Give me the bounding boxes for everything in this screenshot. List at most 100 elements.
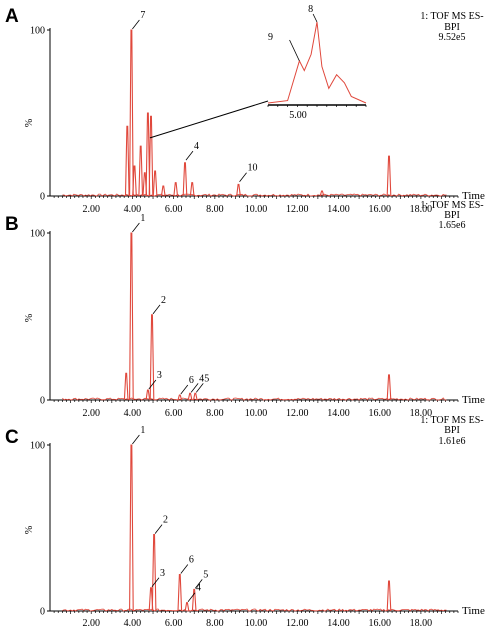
info-line-3: 9.52e5: [439, 32, 466, 43]
peak-label-leader: [185, 150, 194, 161]
peak-15: [386, 155, 392, 197]
x-tick-label: 14.00: [327, 204, 350, 215]
peak-label-7: 7: [140, 10, 145, 21]
y-tick-label: 100: [30, 26, 45, 37]
x-tick-label: 14.00: [327, 408, 350, 419]
peak-label-2: 2: [161, 295, 166, 306]
baseline-trace: [62, 608, 447, 612]
inset-trace: [267, 21, 367, 104]
peak-label-3: 3: [157, 370, 162, 381]
peak-12: [189, 182, 195, 197]
info-line-3: 1.61e6: [439, 436, 466, 447]
peak-label-4: 4: [199, 373, 204, 384]
info-line-1: 1: TOF MS ES-: [420, 11, 483, 22]
peak-label-leader: [239, 172, 247, 182]
x-tick-label: 14.00: [327, 618, 350, 629]
peak-9: [160, 185, 166, 197]
peak-label-leader: [195, 383, 204, 393]
peak-label-6: 6: [189, 554, 194, 565]
inset-peak-label-9: 9: [268, 32, 273, 43]
y-axis-label: %: [24, 526, 35, 534]
x-tick-label: 6.00: [165, 204, 183, 215]
x-tick-label: 16.00: [368, 618, 391, 629]
info-line-1: 1: TOF MS ES-: [420, 415, 483, 426]
x-tick-label: 10.00: [245, 408, 268, 419]
peak-label-2: 2: [163, 515, 168, 526]
y-tick-label: 100: [30, 229, 45, 240]
peak-label-4: 4: [196, 583, 201, 594]
peak-label-leader: [180, 564, 189, 574]
peak-5: [184, 602, 190, 612]
y-tick-label: 100: [30, 441, 45, 452]
x-tick-label: 4.00: [124, 618, 142, 629]
chart-panel-c: C 0 100% 2.00 4.00 6.00 8.00 10.00 12.00 14.00 16.…: [5, 415, 485, 629]
peak-1: [129, 444, 134, 612]
peak-6: [191, 588, 197, 612]
inset-x-label: 5.00: [289, 110, 307, 121]
peak-label-leader: [187, 592, 196, 602]
y-axis-label: %: [24, 314, 35, 322]
x-tick-label: 12.00: [286, 408, 309, 419]
x-tick-label: 16.00: [368, 204, 391, 215]
peak-label-leader: [132, 222, 140, 233]
peak-11: [182, 162, 188, 197]
y-tick-label: 0: [40, 396, 45, 407]
x-tick-label: 18.00: [410, 618, 433, 629]
peak-label-5: 5: [204, 373, 209, 384]
peak-8: [386, 374, 392, 401]
x-tick-label: 2.00: [82, 618, 100, 629]
peak-3: [132, 165, 137, 197]
peak-7: [386, 580, 392, 612]
x-tick-label: 2.00: [82, 408, 100, 419]
panel-label: A: [5, 6, 19, 27]
peak-1: [124, 125, 130, 197]
x-tick-label: 6.00: [165, 408, 183, 419]
peak-10: [173, 182, 179, 197]
x-tick-label: 12.00: [286, 618, 309, 629]
x-tick-label: 16.00: [368, 408, 391, 419]
peak-label-4: 4: [194, 141, 199, 152]
x-tick-label: 18.00: [410, 204, 433, 215]
peak-4: [149, 314, 155, 401]
peak-3: [145, 389, 151, 401]
x-tick-label: 2.00: [82, 204, 100, 215]
inset-peak-label-8: 8: [308, 4, 313, 15]
y-tick-label: 0: [40, 192, 45, 203]
info-line-2: BPI: [444, 210, 460, 221]
peak-2: [129, 232, 134, 401]
x-axis-label: Time: [462, 190, 485, 202]
peak-7: [192, 392, 198, 401]
peak-label-leader: [152, 304, 161, 315]
chart-panel-a: A 0 100% 2.00 4.00 6.00 8.00 10.00 12.00 14.00 16.…: [5, 4, 485, 215]
peak-label-leader: [194, 579, 203, 589]
x-tick-label: 4.00: [124, 204, 142, 215]
y-axis-label: %: [24, 119, 35, 127]
x-tick-label: 8.00: [206, 408, 224, 419]
inset-zoom: 5.00 8 9: [149, 4, 367, 139]
peak-label-leader: [154, 524, 163, 534]
inset-leader-8: [312, 13, 318, 23]
info-line-2: BPI: [444, 22, 460, 33]
x-tick-label: 8.00: [206, 204, 224, 215]
peak-label-leader: [148, 379, 157, 390]
peak-label-6: 6: [189, 375, 194, 386]
inset-leader-9: [289, 39, 300, 62]
x-tick-label: 12.00: [286, 204, 309, 215]
peak-label-leader: [190, 383, 199, 393]
x-tick-label: 10.00: [245, 204, 268, 215]
peak-label-leader: [180, 384, 189, 395]
peak-7: [148, 115, 154, 197]
peak-4: [138, 145, 144, 197]
panel-label: B: [5, 214, 19, 235]
x-tick-label: 4.00: [124, 408, 142, 419]
peak-2: [129, 29, 134, 197]
x-tick-label: 18.00: [410, 408, 433, 419]
info-line-3: 1.65e6: [439, 220, 466, 231]
peak-6: [187, 392, 193, 401]
x-tick-label: 10.00: [245, 618, 268, 629]
peak-label-leader: [151, 577, 160, 588]
x-axis-label: Time: [462, 394, 485, 406]
peak-13: [236, 183, 241, 197]
peak-label-leader: [132, 19, 140, 30]
